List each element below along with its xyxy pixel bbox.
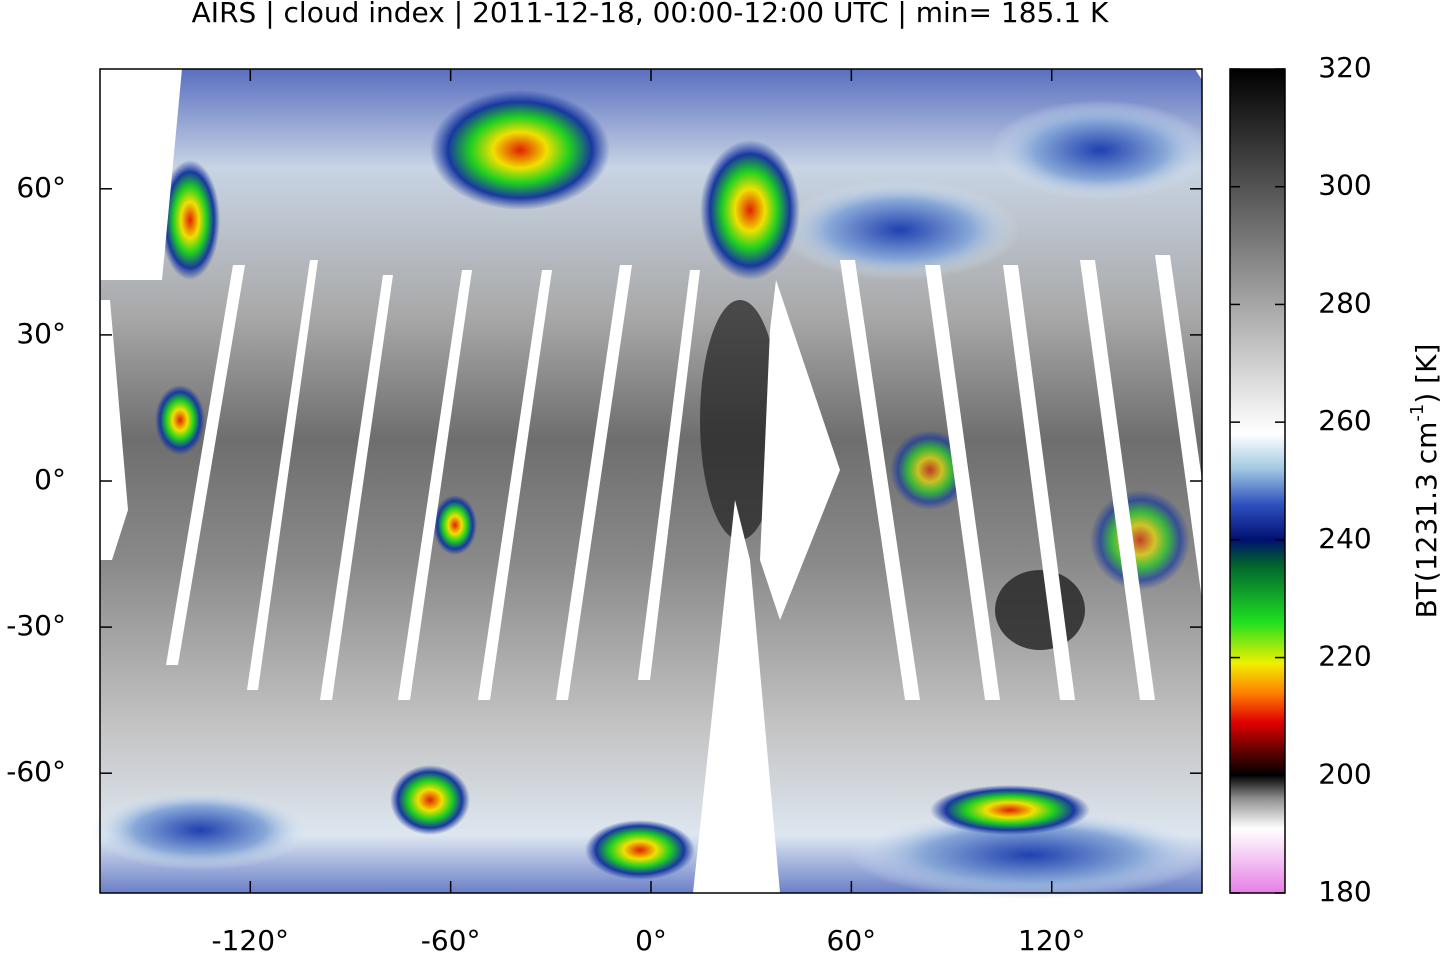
colorbar-tick-label: 320 bbox=[1318, 51, 1371, 84]
map-feature bbox=[930, 785, 1090, 835]
x-tick-label: -60° bbox=[421, 924, 481, 956]
colorbar-label-part: ) [K] bbox=[1410, 344, 1442, 404]
colorbar-label-part: BT(1231.3 cm bbox=[1410, 422, 1442, 619]
y-tick-label: 60° bbox=[16, 171, 66, 204]
colorbar-tick-label: 300 bbox=[1318, 169, 1371, 202]
title: AIRS | cloud index | 2011-12-18, 00:00-1… bbox=[192, 0, 1109, 29]
map-feature bbox=[700, 140, 800, 280]
x-tick-label: 0° bbox=[635, 924, 667, 956]
map-feature bbox=[430, 90, 610, 210]
swath-gaps bbox=[100, 69, 1202, 893]
map-feature bbox=[433, 495, 477, 555]
map-feature bbox=[155, 385, 205, 455]
colorbar-tick-label: 280 bbox=[1318, 286, 1371, 319]
map-feature bbox=[850, 810, 1210, 900]
x-tick-label: 60° bbox=[827, 924, 877, 956]
map-feature bbox=[700, 300, 780, 540]
map-feature bbox=[90, 790, 310, 870]
colorbar-tick-label: 200 bbox=[1318, 757, 1371, 790]
y-tick-label: -60° bbox=[6, 755, 66, 788]
colorbar-tick-label: 180 bbox=[1318, 875, 1371, 908]
colorbar-label: BT(1231.3 cm-1) [K] bbox=[1407, 344, 1442, 619]
y-tick-label: 0° bbox=[34, 463, 66, 496]
map-feature bbox=[995, 570, 1085, 650]
map-feature bbox=[585, 820, 695, 880]
colorbar-frame bbox=[1229, 68, 1286, 894]
colorbar bbox=[1230, 69, 1285, 893]
colorbar-label-sup: -1 bbox=[1407, 404, 1428, 422]
x-tick-label: -120° bbox=[211, 924, 289, 956]
map-image bbox=[90, 69, 1210, 900]
colorbar-gradient bbox=[1230, 69, 1285, 893]
map-feature bbox=[160, 160, 220, 280]
colorbar-tick-label: 260 bbox=[1318, 404, 1371, 437]
colorbar-tick-label: 240 bbox=[1318, 522, 1371, 555]
colorbar-tick-label: 220 bbox=[1318, 640, 1371, 673]
y-tick-label: -30° bbox=[6, 609, 66, 642]
map-feature bbox=[780, 180, 1020, 280]
map-feature bbox=[990, 100, 1210, 200]
map-feature bbox=[1090, 490, 1190, 590]
y-tick-label: 30° bbox=[16, 317, 66, 350]
map-feature bbox=[890, 430, 970, 510]
map-feature bbox=[390, 765, 470, 835]
x-tick-label: 120° bbox=[1018, 924, 1085, 956]
